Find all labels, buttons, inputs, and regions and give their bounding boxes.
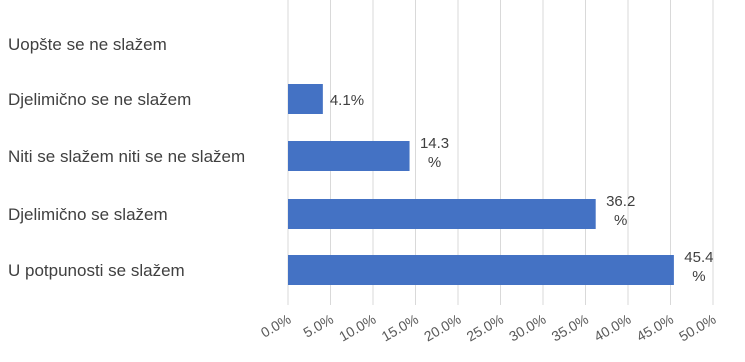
category-label: Niti se slažem niti se ne slažem (8, 147, 245, 166)
category-label: U potpunosti se slažem (8, 261, 185, 280)
x-tick-label: 50.0% (676, 311, 718, 345)
bar (288, 255, 674, 285)
x-tick-label: 15.0% (379, 311, 421, 345)
x-tick-label: 45.0% (634, 311, 676, 345)
data-label: 14.3% (420, 135, 449, 171)
data-label: 45.4% (684, 249, 713, 285)
data-label: 36.2% (606, 193, 635, 229)
bar (288, 141, 410, 171)
x-tick-label: 25.0% (464, 311, 506, 345)
x-tick-label: 40.0% (591, 311, 633, 345)
data-label: 4.1% (330, 92, 364, 109)
category-label: Uopšte se ne slažem (8, 35, 167, 54)
category-label: Djelimično se ne slažem (8, 90, 191, 109)
x-tick-label: 35.0% (549, 311, 591, 345)
x-tick-label: 10.0% (336, 311, 378, 345)
x-tick-label: 20.0% (421, 311, 463, 345)
x-tick-label: 5.0% (300, 311, 336, 341)
bar (288, 84, 323, 114)
category-label: Djelimično se slažem (8, 205, 168, 224)
x-tick-label: 30.0% (506, 311, 548, 345)
bar (288, 199, 596, 229)
x-tick-label: 0.0% (258, 311, 294, 341)
